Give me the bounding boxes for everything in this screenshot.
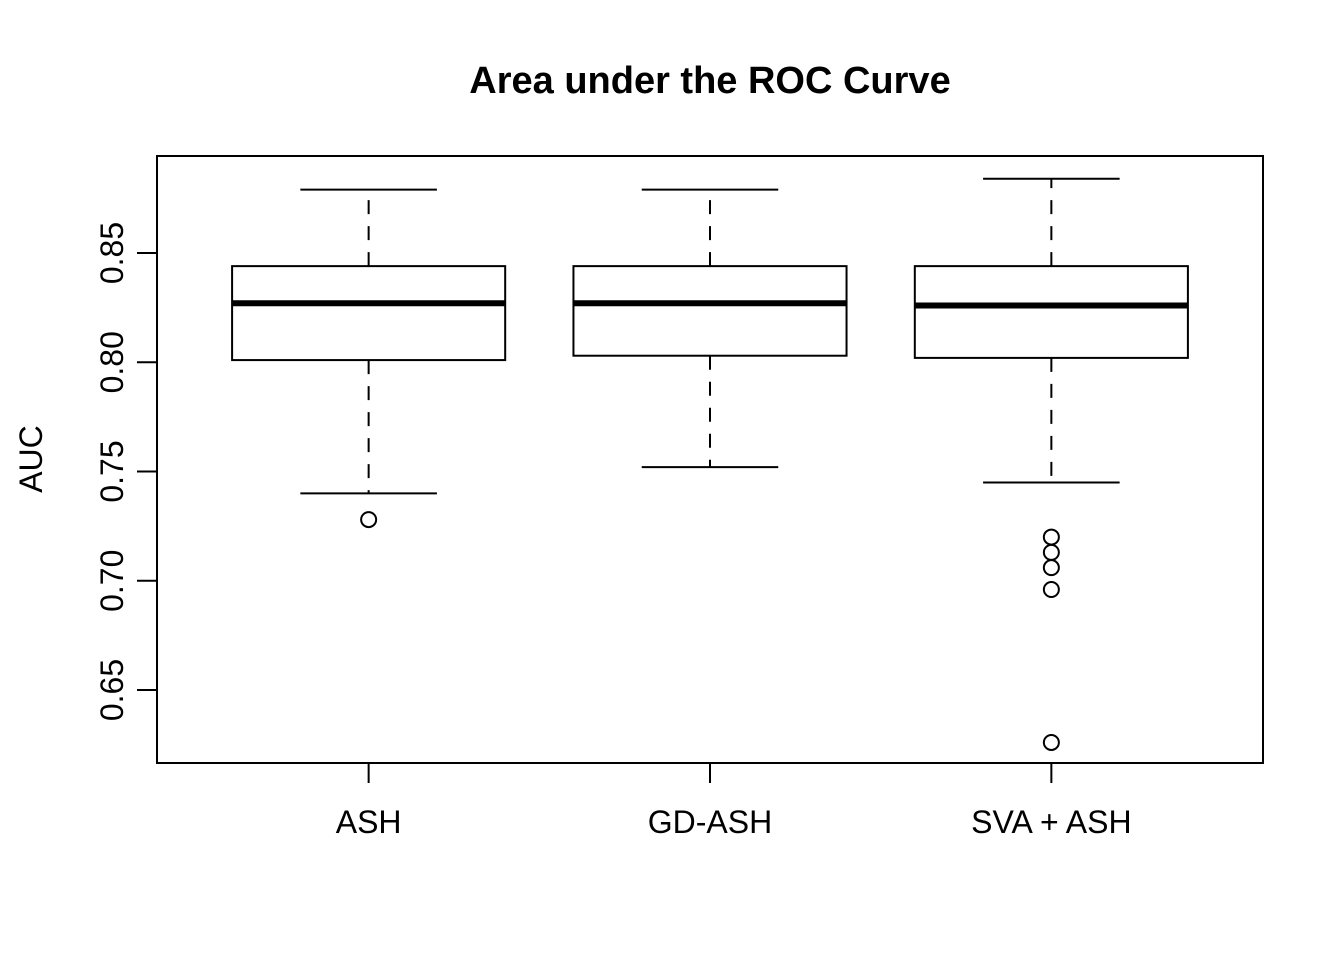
y-axis-tick-label: 0.70 [94, 550, 130, 612]
y-axis-tick-label: 0.80 [94, 331, 130, 393]
x-axis: ASH GD-ASH SVA + ASH [336, 763, 1132, 840]
plot-frame [156, 155, 1264, 764]
outlier-point [1042, 559, 1060, 577]
x-axis-tick-label: GD-ASH [648, 804, 772, 840]
box-iqr [231, 265, 507, 362]
box-ASH [231, 188, 507, 529]
y-axis-tick-label: 0.85 [94, 222, 130, 284]
boxes-layer [231, 177, 1189, 751]
y-axis-label: AUC [13, 425, 49, 493]
box-GD-ASH [572, 188, 848, 469]
box-iqr [572, 265, 848, 357]
box-SVA+ASH [913, 177, 1189, 751]
outlier-point [1042, 528, 1060, 546]
outlier-point [360, 511, 378, 529]
x-axis-tick-label: SVA + ASH [971, 804, 1131, 840]
outlier-point [1042, 733, 1060, 751]
box-iqr [913, 265, 1189, 359]
x-axis-tick-label: ASH [336, 804, 402, 840]
outlier-point [1042, 543, 1060, 561]
y-axis-tick-label: 0.65 [94, 659, 130, 721]
outlier-point [1042, 581, 1060, 599]
y-axis: 0.65 0.70 0.75 0.80 0.85 [94, 222, 157, 721]
y-axis-tick-label: 0.75 [94, 440, 130, 502]
chart-title: Area under the ROC Curve [469, 60, 950, 102]
